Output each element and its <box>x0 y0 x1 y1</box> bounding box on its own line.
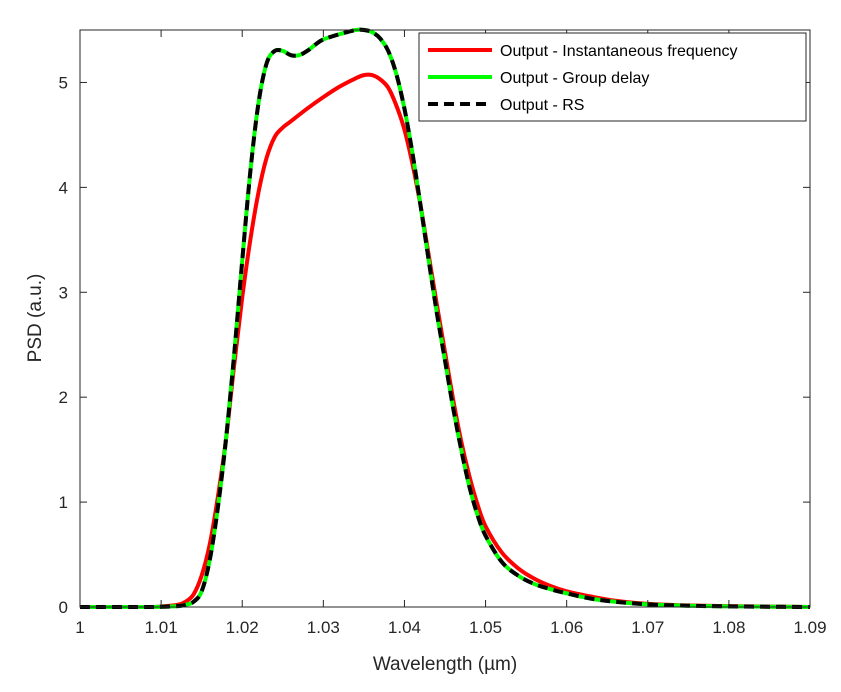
series-rs <box>79 27 811 610</box>
legend-entry-rs: Output - RS <box>500 97 584 114</box>
x-tick-label: 1.03 <box>307 618 340 637</box>
y-tick-label: 2 <box>59 388 68 407</box>
y-tick-label: 1 <box>59 493 68 512</box>
y-axis-label: PSD (a.u.) <box>25 274 46 363</box>
y-tick-label: 4 <box>59 178 68 197</box>
x-tick-label: 1.05 <box>469 618 502 637</box>
ticks-layer: 1 1.01 1.02 1.03 1.04 1.05 1.06 1.07 1.08 1.09012… <box>59 30 827 637</box>
x-tick-label: 1.04 <box>388 618 421 637</box>
series-layer <box>79 27 811 610</box>
y-tick-label: 5 <box>59 73 68 92</box>
legend: Output - Instantaneous frequency Output -… <box>418 32 807 122</box>
x-tick-label: 1.09 <box>793 618 826 637</box>
y-tick-label: 3 <box>59 283 68 302</box>
plot-area <box>80 30 810 607</box>
x-tick-label: 1 <box>75 618 84 637</box>
axes-box <box>79 29 811 608</box>
y-tick-label: 0 <box>59 598 68 617</box>
x-axis-label: Wavelength (µm) <box>373 654 517 675</box>
x-tick-label: 1.07 <box>631 618 664 637</box>
x-tick-label: 1.02 <box>226 618 259 637</box>
x-tick-label: 1.08 <box>712 618 745 637</box>
x-tick-label: 1.01 <box>145 618 178 637</box>
legend-entry-instantaneous-frequency: Output - Instantaneous frequency <box>500 43 737 60</box>
legend-entry-group-delay: Output - Group delay <box>500 70 649 87</box>
x-tick-label: 1.06 <box>550 618 583 637</box>
